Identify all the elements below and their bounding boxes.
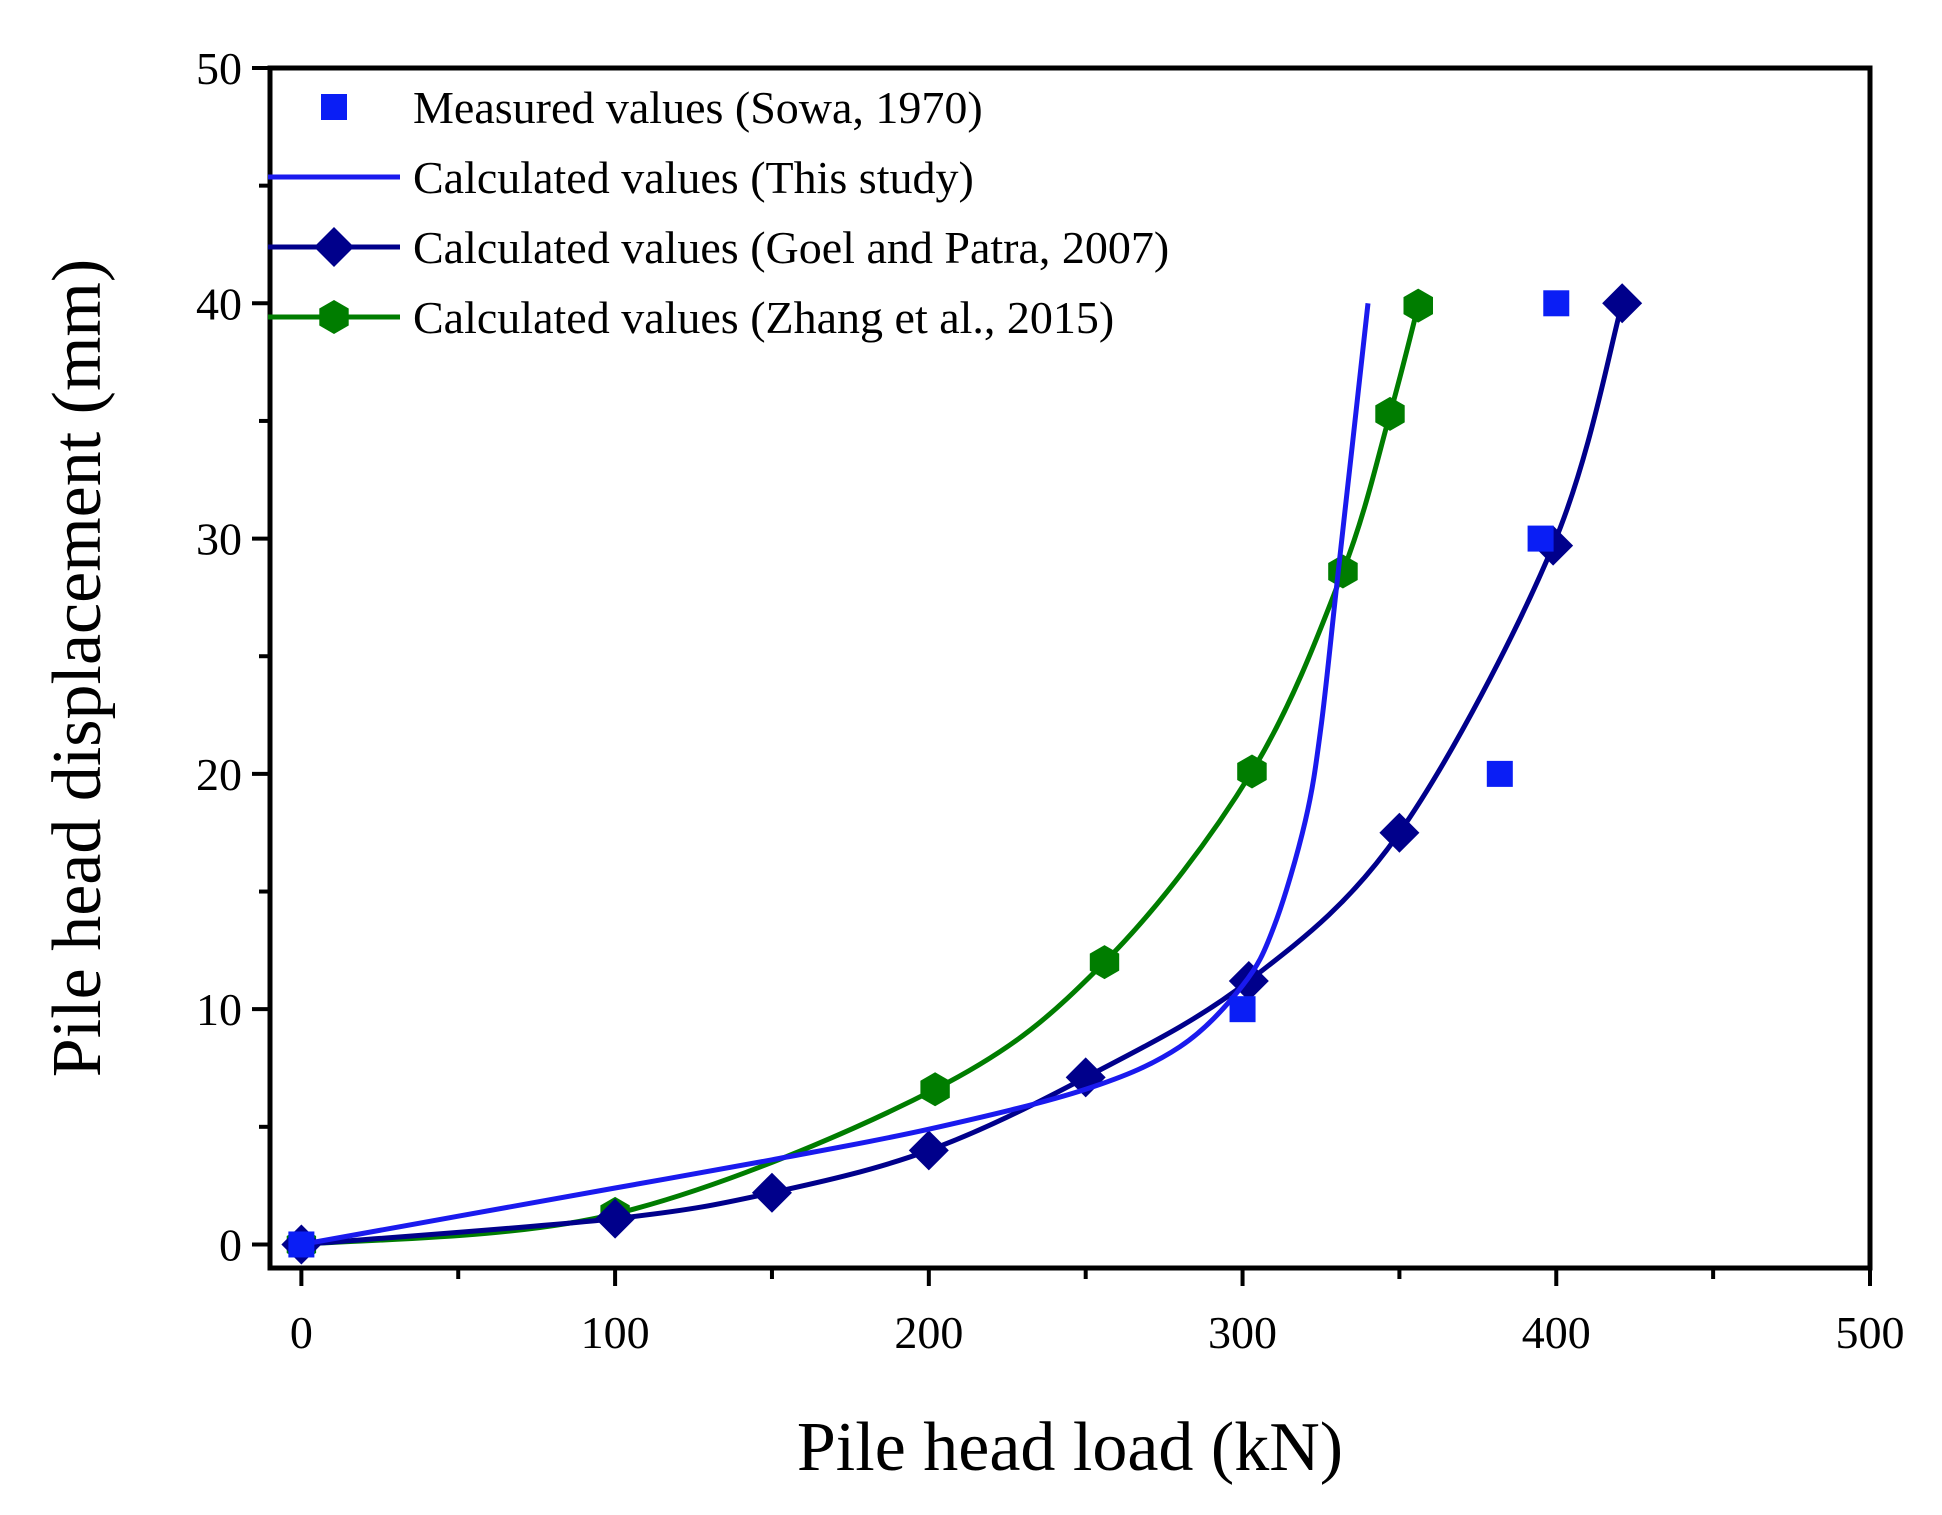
y-tick-label: 20 <box>196 749 242 800</box>
data-point-hexagon <box>1089 945 1120 980</box>
data-point-square <box>1229 996 1256 1023</box>
y-tick-label: 0 <box>219 1219 242 1270</box>
series-3 <box>286 288 1433 1262</box>
x-tick-label: 200 <box>894 1307 963 1358</box>
data-point-hexagon <box>1375 396 1405 431</box>
data-point-diamond <box>1602 283 1643 324</box>
legend-marker <box>319 300 349 334</box>
legend-label: Measured values (Sowa, 1970) <box>413 82 983 133</box>
x-tick-label: 300 <box>1208 1307 1277 1358</box>
legend-item: Measured values (Sowa, 1970) <box>321 82 983 133</box>
legend-marker <box>314 227 354 267</box>
series-0 <box>288 290 1570 1258</box>
x-tick-label: 400 <box>1522 1307 1591 1358</box>
legend-item: Calculated values (Goel and Patra, 2007) <box>268 222 1169 273</box>
data-point-hexagon <box>1328 554 1358 589</box>
series-line <box>301 302 1625 1247</box>
tick-labels: 0 100 200 300 400 500 0 10 20 30 40 50 <box>196 43 1905 1358</box>
series-1 <box>300 303 1371 1247</box>
x-tick-label: 0 <box>290 1307 313 1358</box>
x-axis-title: Pile head load (kN) <box>797 1409 1343 1486</box>
data-point-diamond <box>1379 812 1420 853</box>
data-point-square <box>288 1231 315 1258</box>
legend-item: Calculated values (Zhang et al., 2015) <box>268 292 1114 343</box>
x-tick-label: 500 <box>1836 1307 1905 1358</box>
plot-frame <box>267 65 1873 1271</box>
y-axis-title: Pile head displacement (mm) <box>39 259 116 1077</box>
legend-marker <box>321 94 347 120</box>
x-tick-label: 100 <box>581 1307 650 1358</box>
series-2 <box>281 283 1643 1265</box>
y-tick-label: 10 <box>196 984 242 1035</box>
legend-item: Calculated values (This study) <box>268 152 974 203</box>
data-point-hexagon <box>1403 288 1433 323</box>
plot-series <box>281 283 1643 1265</box>
data-point-square <box>1527 525 1554 552</box>
data-point-square <box>1486 760 1513 787</box>
series-line <box>300 303 1371 1247</box>
data-point-hexagon <box>920 1072 950 1107</box>
legend-label: Calculated values (Zhang et al., 2015) <box>413 292 1114 343</box>
data-point-diamond <box>908 1130 949 1171</box>
data-point-hexagon <box>1237 754 1267 789</box>
y-tick-label: 40 <box>196 278 242 329</box>
legend-label: Calculated values (This study) <box>413 152 974 203</box>
legend: Measured values (Sowa, 1970) Calculated v… <box>268 82 1169 343</box>
data-point-diamond <box>595 1198 636 1239</box>
legend-label: Calculated values (Goel and Patra, 2007) <box>413 222 1169 273</box>
data-point-square <box>1543 290 1570 317</box>
y-tick-label: 50 <box>196 43 242 94</box>
y-tick-label: 30 <box>196 514 242 565</box>
data-point-diamond <box>751 1172 792 1213</box>
